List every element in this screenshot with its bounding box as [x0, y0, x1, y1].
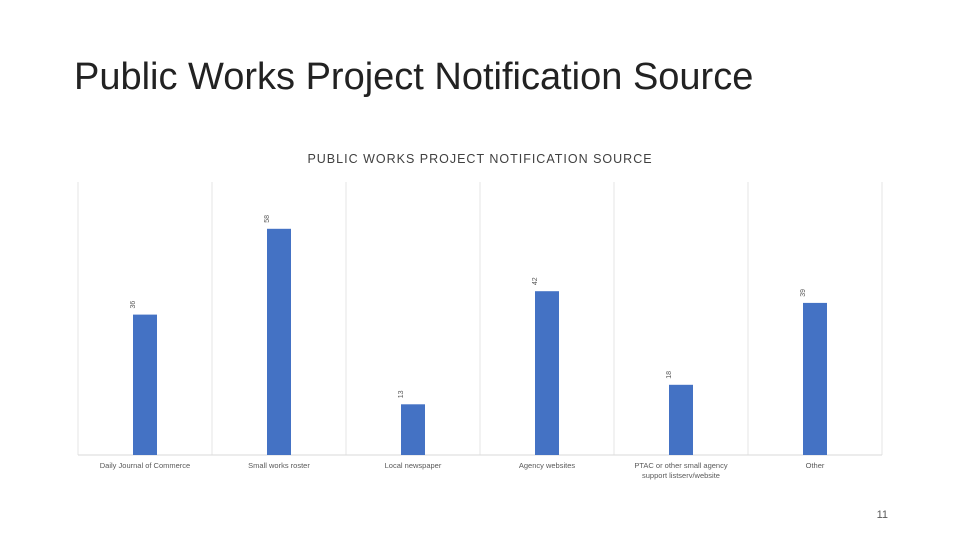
chart-title: PUBLIC WORKS PROJECT NOTIFICATION SOURCE: [307, 152, 653, 166]
bar-4: [535, 291, 559, 455]
bar-6: [803, 302, 827, 455]
category-label-2: Small works roster: [248, 461, 310, 470]
bar-3: [401, 404, 425, 455]
category-label-4: Agency websites: [519, 461, 576, 470]
bar-1: [133, 314, 157, 455]
page-number: 11: [876, 509, 888, 521]
data-label-6: 39: [800, 289, 807, 297]
category-label-3: Local newspaper: [385, 461, 442, 470]
category-label-5: PTAC or other small agency support listse…: [634, 461, 727, 480]
category-label-1: Daily Journal of Commerce: [100, 461, 190, 470]
data-label-4: 42: [532, 277, 539, 285]
data-label-3: 13: [398, 390, 405, 398]
category-label-6: Other: [806, 461, 825, 470]
data-label-1: 36: [130, 301, 137, 309]
data-label-5: 18: [666, 371, 673, 379]
slide-title: Public Works Project Notification Source: [74, 56, 754, 98]
data-label-2: 58: [264, 215, 271, 223]
bar-2: [267, 228, 291, 455]
bar-5: [669, 384, 693, 455]
